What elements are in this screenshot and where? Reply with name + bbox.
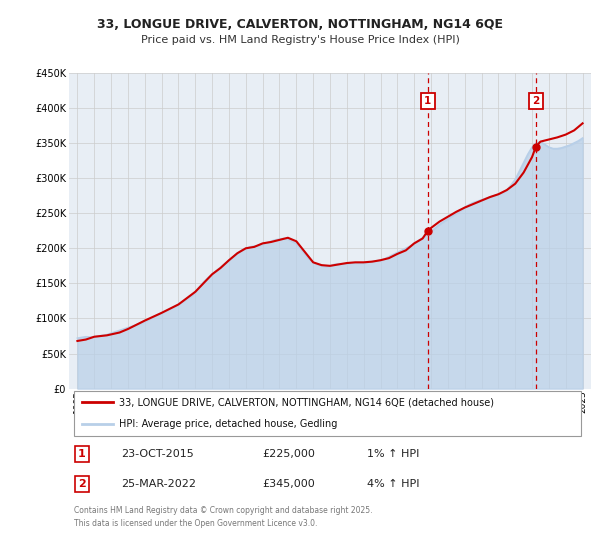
Text: 1: 1 (78, 449, 86, 459)
Text: 33, LONGUE DRIVE, CALVERTON, NOTTINGHAM, NG14 6QE (detached house): 33, LONGUE DRIVE, CALVERTON, NOTTINGHAM,… (119, 397, 494, 407)
Text: 2: 2 (532, 96, 539, 106)
Text: 2: 2 (78, 479, 86, 489)
Text: 23-OCT-2015: 23-OCT-2015 (121, 449, 194, 459)
Text: 4% ↑ HPI: 4% ↑ HPI (367, 479, 419, 489)
Text: Contains HM Land Registry data © Crown copyright and database right 2025.
This d: Contains HM Land Registry data © Crown c… (74, 506, 373, 528)
Text: Price paid vs. HM Land Registry's House Price Index (HPI): Price paid vs. HM Land Registry's House … (140, 35, 460, 45)
Text: 1: 1 (424, 96, 431, 106)
Text: 1% ↑ HPI: 1% ↑ HPI (367, 449, 419, 459)
Text: 33, LONGUE DRIVE, CALVERTON, NOTTINGHAM, NG14 6QE: 33, LONGUE DRIVE, CALVERTON, NOTTINGHAM,… (97, 17, 503, 31)
Text: HPI: Average price, detached house, Gedling: HPI: Average price, detached house, Gedl… (119, 419, 337, 430)
Text: £345,000: £345,000 (262, 479, 315, 489)
FancyBboxPatch shape (74, 391, 581, 436)
Text: 25-MAR-2022: 25-MAR-2022 (121, 479, 196, 489)
Text: £225,000: £225,000 (262, 449, 315, 459)
